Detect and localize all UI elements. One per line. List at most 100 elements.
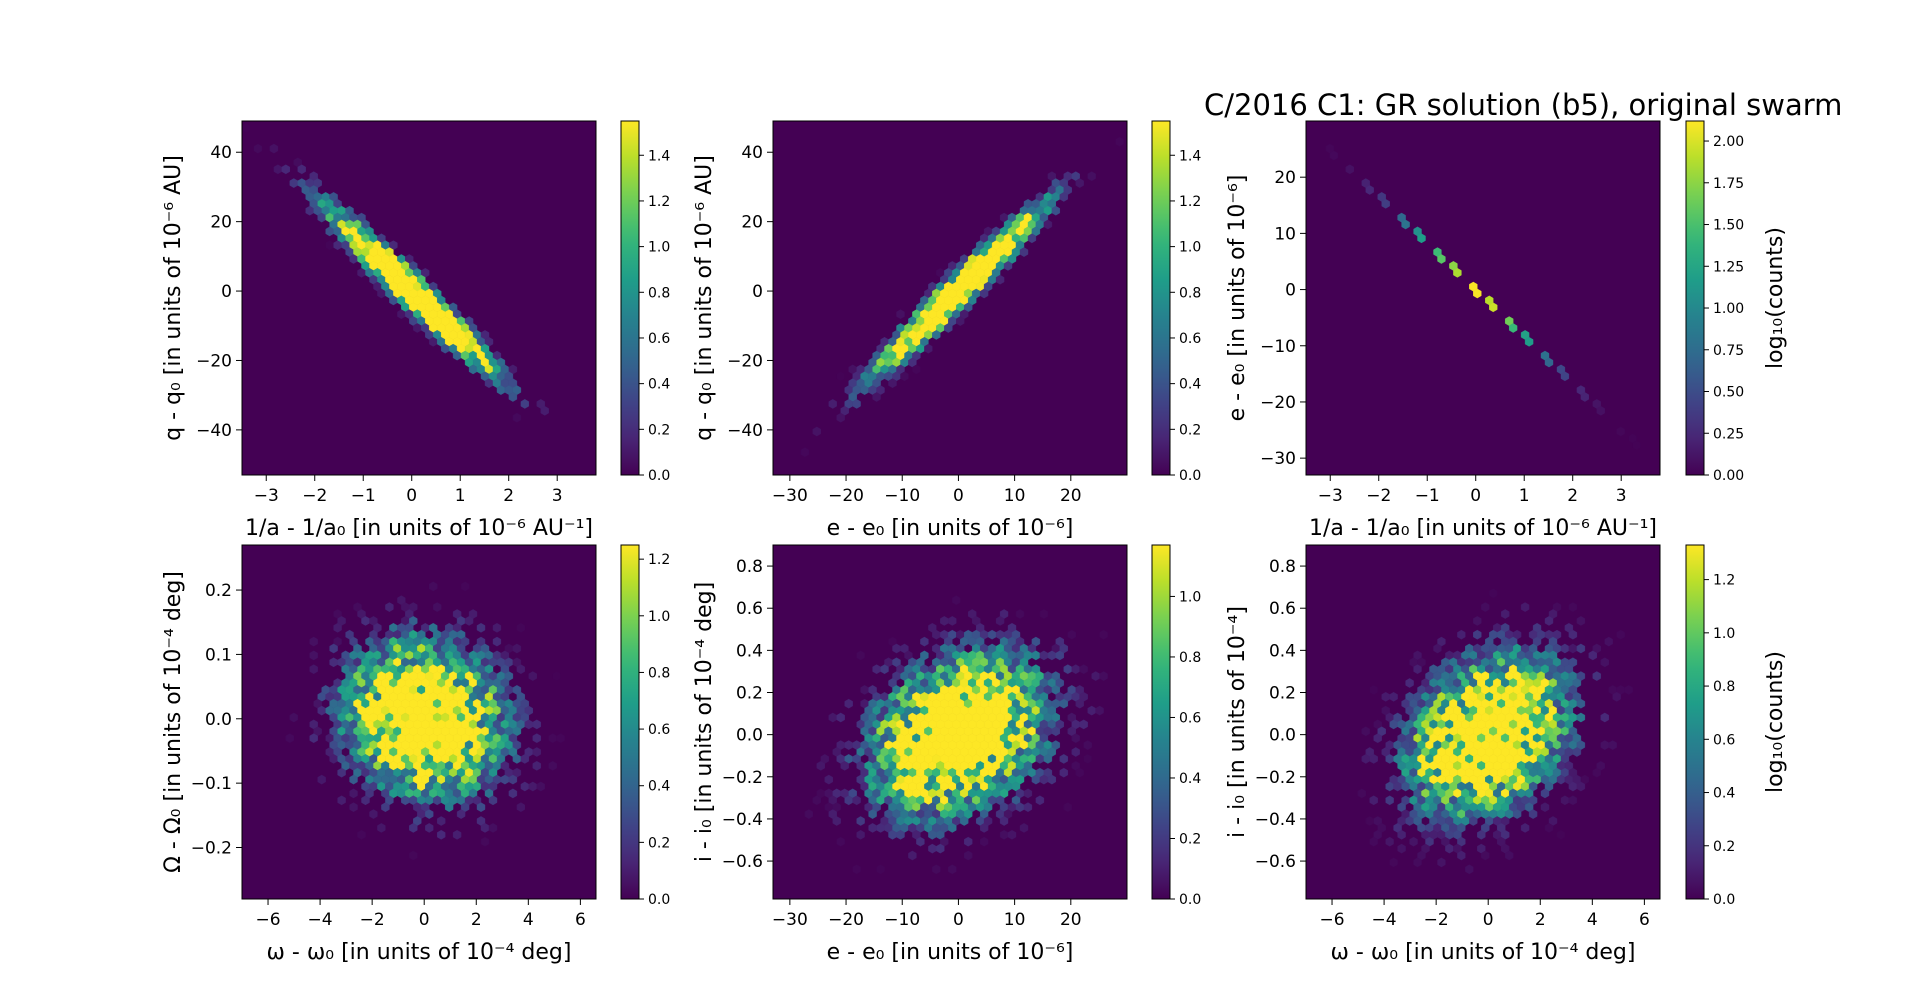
- x-tick-label: 0: [953, 486, 964, 506]
- hexbin-cell: [536, 781, 545, 792]
- hexbin-cell: [1015, 802, 1025, 813]
- hexbin-cell: [1115, 136, 1124, 147]
- x-axis-label: e - e₀ [in units of 10⁻⁶]: [827, 516, 1074, 541]
- y-tick-label: 0.4: [736, 641, 763, 661]
- y-tick-label: 20: [210, 213, 232, 233]
- hexbin-cell: [1481, 602, 1490, 612]
- hexbin-cell: [516, 664, 525, 675]
- hexbin-cell: [1051, 205, 1061, 216]
- hexbin-cell: [333, 240, 342, 251]
- y-tick-label: −40: [727, 421, 763, 441]
- y-axis-label: q - q₀ [in units of 10⁻⁶ AU]: [692, 155, 717, 441]
- hexbin-cell: [437, 829, 446, 840]
- colorbar-tick-label: 0.8: [648, 665, 670, 681]
- hexbin-cell: [1520, 823, 1530, 833]
- hexbin-cell: [1051, 726, 1061, 737]
- hexbin-cell: [924, 343, 933, 354]
- hexbin-cell: [1544, 616, 1554, 626]
- hexbin-cell: [297, 164, 306, 175]
- hexbin-cell: [281, 164, 290, 175]
- x-tick-label: −10: [884, 910, 920, 930]
- plot-frame: [1305, 544, 1661, 900]
- hexbin-cell: [1508, 323, 1518, 333]
- hexbin-cell: [995, 274, 1005, 285]
- hexbin-cell: [1043, 754, 1053, 764]
- colorbar-tick-label: 0.4: [1179, 377, 1201, 393]
- hexbin-cell: [1023, 802, 1033, 813]
- hexbin-cell: [1369, 754, 1378, 764]
- x-tick-label: 0: [1470, 486, 1481, 506]
- y-axis-label: i - i₀ [in units of 10⁻⁴ deg]: [692, 582, 717, 862]
- hexbin-cell: [1596, 405, 1606, 416]
- colorbar-tick-label: 0.2: [1179, 422, 1201, 438]
- hexbin-cell: [508, 788, 518, 799]
- hexbin-cell: [1457, 850, 1466, 861]
- hexbin-cell: [1520, 602, 1530, 612]
- colorbar-tick-label: 0.2: [648, 422, 670, 438]
- hexbin-cell: [844, 740, 853, 750]
- hexbin-cell: [908, 850, 917, 861]
- hexbin-cell: [896, 309, 905, 320]
- x-tick-label: 0: [419, 910, 430, 930]
- hexbin-cells: [1357, 588, 1633, 875]
- hexbin-cell: [532, 760, 541, 771]
- colorbar-tick-label: 1.4: [1179, 148, 1201, 164]
- hexbin-cell: [552, 671, 561, 681]
- hexbin-cell: [1612, 691, 1621, 702]
- y-tick-label: −0.4: [722, 810, 763, 830]
- hexbin-cell: [361, 795, 370, 806]
- hexbin-cell: [309, 636, 318, 647]
- y-tick-label: 0.2: [1269, 684, 1296, 704]
- y-tick-label: 0.6: [1269, 599, 1296, 619]
- x-tick-label: −2: [302, 486, 327, 506]
- hexbin-cell: [1397, 829, 1406, 840]
- hexbin-cell: [944, 323, 953, 333]
- y-tick-label: 0: [752, 282, 763, 302]
- plot-frame: [772, 120, 1128, 476]
- subplot-6: −6 −4 −2 0 2 4 6 −0.6 −0.4 −0.2 0.0 0.2 0.4 0.6 0.8 ω -…: [1225, 544, 1788, 965]
- hexbin-cell: [492, 636, 502, 647]
- hexbin-cell: [1389, 691, 1398, 702]
- hexbin-cell: [480, 836, 490, 847]
- hexbin-cell: [516, 622, 525, 633]
- hexbin-cell: [800, 447, 810, 458]
- colorbar-tick-label: 0.2: [1713, 839, 1735, 855]
- hexbin-cell: [840, 760, 849, 771]
- hexbin-cell: [429, 581, 438, 592]
- hexbin-cell: [1624, 685, 1633, 695]
- hexbin-cell: [999, 816, 1009, 826]
- hexbin-cell: [309, 650, 318, 661]
- plot-frame: [772, 544, 1128, 900]
- hexbin-cell: [1568, 602, 1578, 612]
- y-tick-label: −0.2: [1255, 768, 1296, 788]
- colorbar-tick-label: 1.0: [1179, 589, 1201, 605]
- hexbin-cell: [329, 643, 338, 654]
- hexbin-cell: [932, 629, 941, 640]
- colorbar-tick-label: 0.8: [1713, 679, 1735, 695]
- hexbin-cell: [1477, 829, 1486, 840]
- hexbin-cell: [860, 385, 869, 395]
- y-tick-label: −10: [1260, 337, 1296, 357]
- hexbin-cell: [1600, 657, 1610, 668]
- hexbin-cell: [1544, 357, 1554, 368]
- colorbar-tick-label: 0.4: [1713, 786, 1735, 802]
- x-axis-label: ω - ω₀ [in units of 10⁻⁴ deg]: [1331, 940, 1636, 965]
- hexbin-cell: [936, 843, 945, 854]
- hexbin-cell: [425, 809, 434, 819]
- hexbin-cell: [852, 399, 861, 409]
- colorbar: [620, 120, 640, 476]
- hexbin-cell: [1087, 705, 1096, 716]
- hexbin-cell: [317, 212, 326, 223]
- hexbin-cell: [528, 671, 537, 681]
- colorbar-tick-label: 1.0: [1179, 240, 1201, 256]
- colorbar: [1151, 120, 1171, 476]
- hexbin-cell: [480, 823, 490, 833]
- hexbin-cell: [1373, 733, 1382, 744]
- x-tick-label: −10: [884, 486, 920, 506]
- hexbin-cell: [1385, 795, 1394, 806]
- hexbin-cell: [1616, 629, 1625, 640]
- colorbar-tick-label: 0.00: [1713, 468, 1744, 484]
- hexbin-cell: [1031, 774, 1041, 785]
- hexbin-cell: [357, 829, 366, 840]
- y-tick-label: 0.1: [205, 645, 232, 665]
